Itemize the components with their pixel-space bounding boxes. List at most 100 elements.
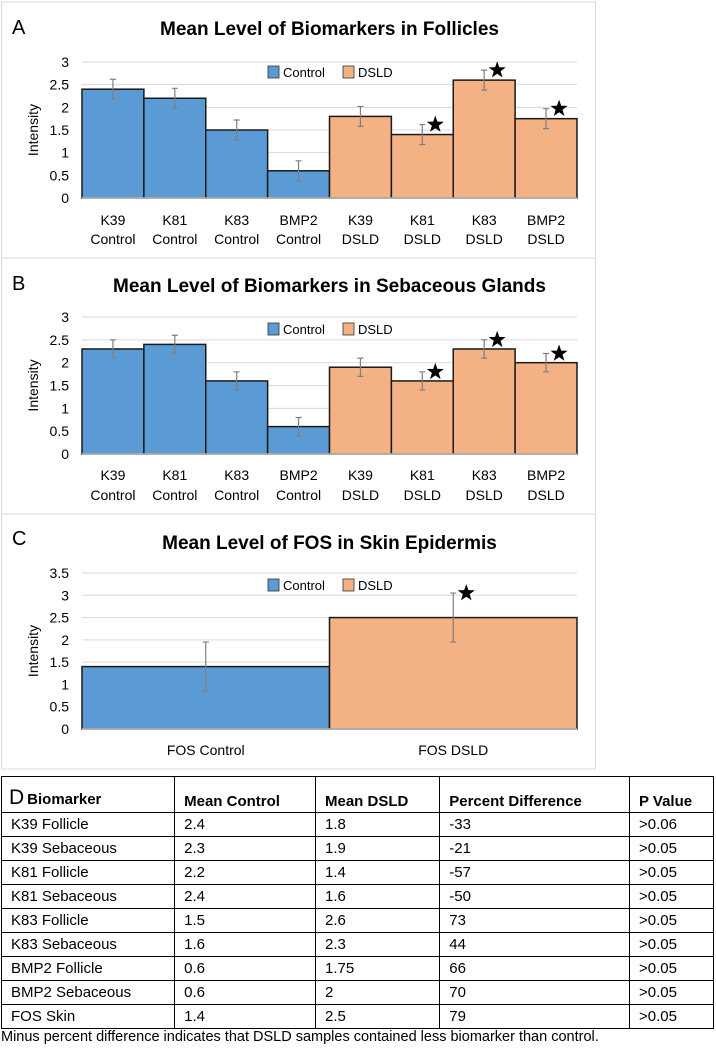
table-cell: 1.6 (314, 884, 441, 909)
panel-label-d: D (9, 786, 25, 809)
error-bar (357, 105, 364, 127)
x-tick-label: Control (214, 231, 259, 247)
table-cell: 44 (439, 932, 630, 957)
legend-label-dsld: DSLD (358, 65, 393, 80)
header-mean-control: Mean Control (174, 776, 316, 813)
table-cell: 70 (439, 980, 630, 1005)
legend-swatch-control (267, 65, 280, 79)
y-tick-label: 1.5 (50, 122, 70, 138)
y-tick-label: 2.5 (50, 77, 70, 93)
table-cell: 79 (439, 1004, 630, 1029)
table-cell: 1.4 (174, 1004, 316, 1029)
y-tick-label: 3.5 (50, 565, 70, 581)
header-biomarker: D Biomarker (0, 776, 176, 813)
header-mean-dsld: Mean DSLD (314, 776, 441, 813)
x-tick-label: K39 (348, 467, 373, 483)
legend-label-control: Control (283, 322, 325, 337)
table-cell: 1.4 (314, 860, 441, 885)
significance-star-icon (426, 362, 444, 380)
table-cell: K39 Follicle (0, 812, 176, 837)
x-tick-label: Control (152, 231, 197, 247)
x-tick-label: Control (90, 487, 135, 503)
error-bar (202, 641, 209, 692)
x-tick-label: DSLD (404, 231, 441, 247)
y-axis-label: Intensity (25, 104, 41, 156)
legend-swatch-dsld (342, 578, 355, 592)
x-tick-label: Control (214, 487, 259, 503)
legend-label-control: Control (283, 65, 325, 80)
bar-dsld (328, 115, 393, 199)
table-cell: 2.4 (174, 812, 316, 837)
x-tick-label: K81 (410, 467, 435, 483)
significance-star-icon (488, 330, 506, 348)
x-tick-label: DSLD (342, 231, 379, 247)
table-cell: K81 Sebaceous (0, 884, 176, 909)
table-cell: 2.5 (314, 1004, 441, 1029)
y-tick-label: 0.5 (50, 423, 70, 439)
error-bar (171, 87, 178, 109)
legend-swatch-control (267, 578, 280, 592)
table-cell: >0.05 (628, 1004, 715, 1029)
x-tick-label: Control (90, 231, 135, 247)
x-tick-label: BMP2 (527, 212, 565, 228)
bar-dsld (328, 366, 393, 455)
bar-control (81, 88, 145, 199)
table-cell: >0.05 (628, 860, 715, 885)
x-tick-label: DSLD (527, 487, 564, 503)
x-tick-label: K83 (224, 212, 249, 228)
x-tick-label: K81 (162, 467, 187, 483)
table-cell: 66 (439, 956, 630, 981)
table-cell: BMP2 Follicle (0, 956, 176, 981)
x-tick-label: K83 (224, 467, 249, 483)
x-tick-label: K39 (100, 212, 125, 228)
significance-star-icon (550, 99, 568, 116)
table-cell: 0.6 (174, 956, 316, 981)
error-bar (543, 352, 550, 373)
bar-dsld (452, 79, 516, 199)
table-row: K81 Follicle 2.2 1.4 -57 >0.05 (0, 860, 715, 885)
y-axis-label: Intensity (25, 625, 41, 677)
significance-star-icon (457, 584, 475, 601)
bar-control (205, 380, 269, 455)
y-tick-label: 2 (61, 355, 69, 371)
x-tick-label: K83 (472, 212, 497, 228)
table-cell: K39 Sebaceous (0, 836, 176, 861)
error-bar (419, 123, 426, 146)
table-cell: K83 Follicle (0, 908, 176, 933)
error-bar (481, 69, 488, 91)
table-row: K39 Follicle 2.4 1.8 -33 >0.06 (0, 812, 715, 837)
x-tick-label: K81 (410, 212, 435, 228)
x-tick-label: Control (152, 487, 197, 503)
y-tick-label: 0.5 (50, 699, 70, 715)
x-tick-label: K83 (472, 467, 497, 483)
error-bar (109, 339, 116, 359)
error-bar (233, 119, 240, 141)
x-tick-label: DSLD (466, 231, 503, 247)
table-cell: >0.05 (628, 908, 715, 933)
bar-dsld (514, 361, 578, 455)
table-cell: K83 Sebaceous (0, 932, 176, 957)
table-cell: 2.6 (314, 908, 441, 933)
x-tick-label: K81 (162, 212, 187, 228)
table-cell: >0.05 (628, 932, 715, 957)
x-tick-label: Control (276, 487, 321, 503)
error-bar (357, 357, 364, 377)
x-tick-label: FOS DSLD (418, 742, 488, 758)
y-axis-label: Intensity (25, 359, 41, 411)
bar-control (81, 348, 145, 455)
error-bar (233, 371, 240, 391)
header-percent-difference: Percent Difference (439, 776, 630, 813)
y-tick-label: 1 (61, 400, 69, 416)
y-tick-label: 0 (61, 721, 69, 737)
table-cell: >0.06 (628, 812, 715, 837)
table-cell: 73 (439, 908, 630, 933)
y-tick-label: 1 (61, 145, 69, 161)
table-cell: 2.3 (314, 932, 441, 957)
table-cell: 2.2 (174, 860, 316, 885)
table-cell: >0.05 (628, 836, 715, 861)
error-bar (419, 371, 426, 391)
error-bar (295, 416, 302, 437)
x-tick-label: BMP2 (527, 467, 565, 483)
table-row: K39 Sebaceous 2.3 1.9 -21 >0.05 (0, 836, 715, 861)
chart-panel-c: C Mean Level of FOS in Skin Epidermis 0 0.5… (1, 513, 596, 770)
